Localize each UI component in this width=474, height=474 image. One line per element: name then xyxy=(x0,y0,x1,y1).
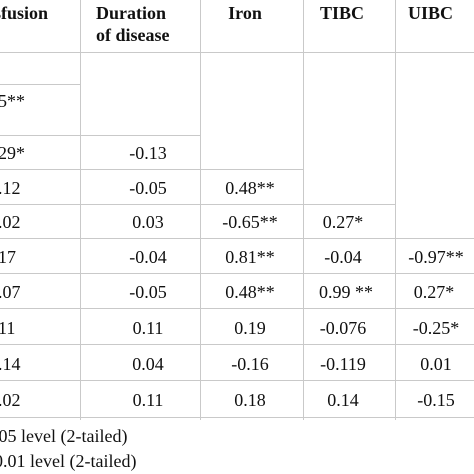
cell-duration: 0.11 xyxy=(132,390,164,410)
column-divider xyxy=(80,0,81,420)
footnote-significance-01: 0.01 level (2-tailed) xyxy=(0,451,137,471)
cell-duration: -0.13 xyxy=(129,143,167,163)
row-divider xyxy=(0,380,474,381)
cell-transfusion: 29* xyxy=(0,143,25,163)
row-divider xyxy=(0,344,474,345)
cell-uibc: 0.01 xyxy=(420,354,452,374)
header-duration-line1: Duration xyxy=(96,3,167,23)
header-tibc: TIBC xyxy=(319,3,365,23)
row-divider xyxy=(0,417,474,418)
header-uibc: UIBC xyxy=(408,3,454,23)
cell-transfusion: .02 xyxy=(0,212,21,232)
cell-tibc: -0.04 xyxy=(324,247,362,267)
cell-iron: 0.48** xyxy=(225,178,275,198)
cell-tibc: 0.99 ** xyxy=(319,282,373,302)
cell-iron: -0.65** xyxy=(222,212,278,232)
cell-duration: -0.05 xyxy=(129,282,167,302)
cell-transfusion: 11 xyxy=(0,318,16,338)
cell-iron: 0.48** xyxy=(225,282,275,302)
header-iron: Iron xyxy=(228,3,262,23)
cell-duration: 0.03 xyxy=(132,212,164,232)
cell-tibc: 0.27* xyxy=(322,212,364,232)
cell-iron: 0.18 xyxy=(234,390,266,410)
cell-transfusion: .14 xyxy=(0,354,21,374)
column-divider xyxy=(303,0,304,420)
cell-uibc: 0.27* xyxy=(413,282,455,302)
row-divider xyxy=(0,52,474,53)
row-divider xyxy=(0,84,80,85)
cell-uibc: -0.97** xyxy=(408,247,464,267)
cell-duration: -0.05 xyxy=(129,178,167,198)
row-divider xyxy=(0,238,474,239)
cell-iron: -0.16 xyxy=(231,354,269,374)
header-duration: Duration of disease xyxy=(96,2,170,46)
row-divider xyxy=(0,308,474,309)
cell-tibc: -0.076 xyxy=(319,318,367,338)
footnote-significance-05: .05 level (2-tailed) xyxy=(0,426,128,446)
row-divider xyxy=(0,273,474,274)
cell-transfusion: .12 xyxy=(0,178,21,198)
row-divider xyxy=(0,135,200,136)
cell-iron: 0.81** xyxy=(225,247,275,267)
cell-transfusion: 17 xyxy=(0,247,16,267)
column-divider xyxy=(395,0,396,420)
cell-uibc: -0.25* xyxy=(412,318,460,338)
cell-uibc: -0.15 xyxy=(417,390,455,410)
cell-transfusion: 5** xyxy=(0,91,25,111)
cell-duration: 0.11 xyxy=(132,318,164,338)
cell-duration: -0.04 xyxy=(129,247,167,267)
header-transfusion: sfusion xyxy=(0,3,49,23)
row-divider xyxy=(0,169,303,170)
header-duration-line2: of disease xyxy=(96,25,170,45)
row-divider xyxy=(0,204,395,205)
cell-transfusion: .02 xyxy=(0,390,21,410)
cell-transfusion: .07 xyxy=(0,282,21,302)
column-divider xyxy=(200,0,201,420)
cell-tibc: -0.119 xyxy=(320,354,366,374)
cell-iron: 0.19 xyxy=(234,318,266,338)
cell-tibc: 0.14 xyxy=(327,390,359,410)
cell-duration: 0.04 xyxy=(132,354,164,374)
